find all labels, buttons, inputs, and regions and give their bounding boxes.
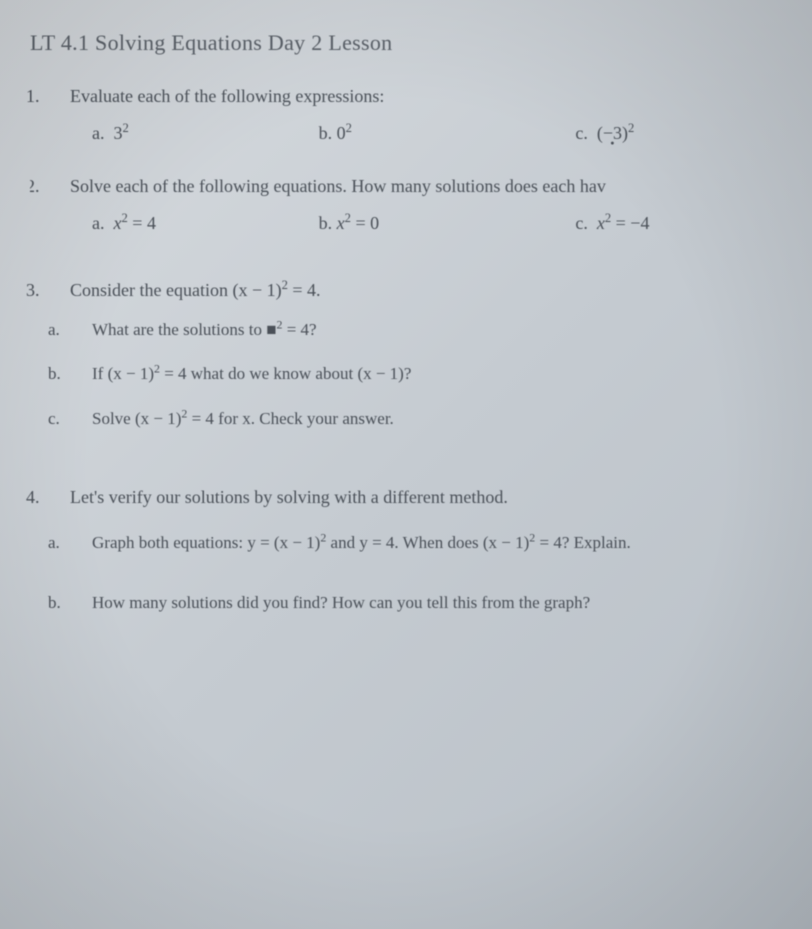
part-label: a.: [92, 123, 105, 143]
problem-1c: c. (−3)2: [545, 123, 792, 144]
problem-2-stem: 2.Solve each of the following equations.…: [30, 174, 792, 199]
expr-lhs: x: [597, 213, 605, 233]
text-post: = 4? Explain.: [535, 533, 631, 552]
text-pre: What are the solutions to ■: [92, 320, 276, 339]
expr-sup: 2: [346, 121, 352, 135]
problem-1: 1.Evaluate each of the following express…: [30, 84, 792, 144]
text-pre: If (x − 1): [92, 364, 154, 383]
expr-lhs: x: [337, 213, 345, 233]
problem-2-number: 2.: [48, 174, 70, 199]
expr-base: 3: [114, 123, 123, 143]
problem-4: 4.Let's verify our solutions by solving …: [30, 485, 792, 615]
problem-3-stem: 3.Consider the equation (x − 1)2 = 4.: [30, 278, 792, 303]
part-label: c.: [575, 123, 588, 143]
part-label: a.: [70, 531, 92, 556]
problem-1-parts: a. 32 b. 02 c. (−3)2: [30, 123, 792, 144]
problem-4-stem: 4.Let's verify our solutions by solving …: [30, 485, 792, 510]
problem-1-text: Evaluate each of the following expressio…: [70, 86, 384, 106]
text-post: = 4 for x. Check your answer.: [187, 409, 393, 428]
expr-base: 0: [337, 123, 346, 143]
part-label: c.: [70, 407, 92, 432]
text-mid: and y = 4. When does (x − 1): [326, 533, 529, 552]
problem-1b: b. 02: [319, 123, 536, 144]
worksheet-page: LT 4.1 Solving Equations Day 2 Lesson 1.…: [30, 30, 792, 616]
text: How many solutions did you find? How can…: [92, 593, 590, 612]
problem-2c: c. x2 = −4: [545, 213, 792, 234]
expr-rhs: = 4: [128, 213, 156, 233]
problem-2-text: Solve each of the following equations. H…: [70, 176, 606, 196]
part-label: b.: [70, 591, 92, 616]
expr-sup: 2: [123, 121, 129, 135]
text-pre: Solve (x − 1): [92, 409, 181, 428]
expr-sup: 2: [628, 121, 634, 135]
part-label: c.: [575, 213, 588, 233]
expr-rhs: = −4: [611, 213, 649, 233]
problem-2a: a. x2 = 4: [92, 213, 309, 234]
problem-4-number: 4.: [48, 485, 70, 510]
problem-1-stem: 1.Evaluate each of the following express…: [30, 84, 792, 109]
expr-base: (−3): [597, 123, 628, 144]
problem-2b: b. x2 = 0: [319, 213, 536, 234]
expr-lhs: x: [114, 213, 122, 233]
problem-4b: b.How many solutions did you find? How c…: [30, 591, 792, 616]
problem-3b: b.If (x − 1)2 = 4 what do we know about …: [30, 362, 792, 387]
stem-pre: Consider the equation (x − 1): [70, 280, 282, 300]
part-label: a.: [70, 318, 92, 343]
part-label: b.: [70, 362, 92, 387]
problem-2-parts: a. x2 = 4 b. x2 = 0 c. x2 = −4: [30, 213, 792, 234]
expr-rhs: = 0: [351, 213, 379, 233]
part-label: b.: [319, 123, 333, 143]
problem-3: 3.Consider the equation (x − 1)2 = 4. a.…: [30, 278, 792, 431]
problem-1-number: 1.: [48, 84, 70, 109]
problem-4a: a.Graph both equations: y = (x − 1)2 and…: [30, 531, 792, 556]
text-post: = 4?: [282, 320, 316, 339]
problem-1a: a. 32: [92, 123, 309, 144]
problem-3a: a.What are the solutions to ■2 = 4?: [30, 318, 792, 343]
lesson-title: LT 4.1 Solving Equations Day 2 Lesson: [30, 30, 792, 56]
text-pre: Graph both equations: y = (x − 1): [92, 533, 320, 552]
text-post: = 4 what do we know about (x − 1)?: [160, 364, 411, 383]
problem-3c: c.Solve (x − 1)2 = 4 for x. Check your a…: [30, 407, 792, 432]
part-label: b.: [319, 213, 333, 233]
problem-4-text: Let's verify our solutions by solving wi…: [70, 487, 508, 507]
problem-3-number: 3.: [48, 278, 70, 303]
stem-post: = 4.: [288, 280, 321, 300]
part-label: a.: [92, 213, 105, 233]
problem-2: 2.Solve each of the following equations.…: [30, 174, 792, 234]
